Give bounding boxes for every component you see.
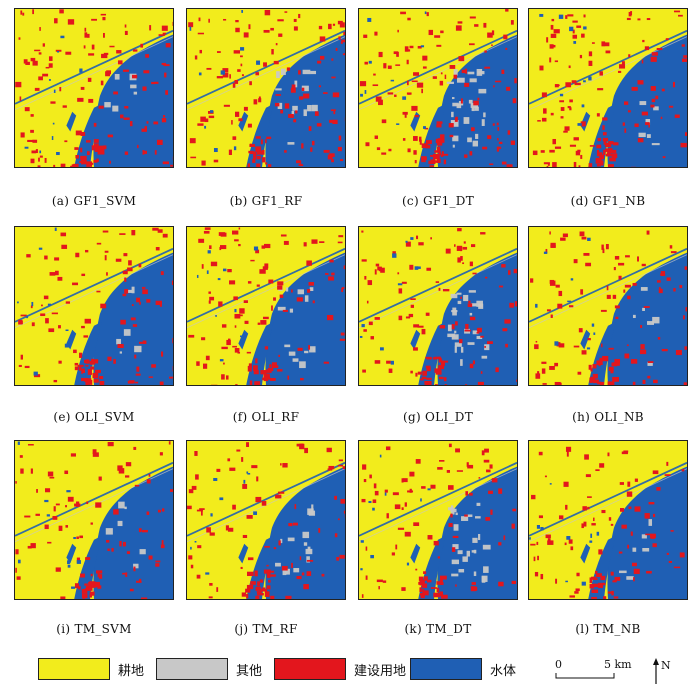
legend-item-other: 其他 — [156, 658, 262, 680]
map-panel — [14, 440, 174, 600]
panel-caption: (l) TM_NB — [575, 622, 641, 636]
panel-caption: (c) GF1_DT — [401, 194, 475, 208]
map-panel — [186, 440, 346, 600]
panel-caption: (d) GF1_NB — [570, 194, 646, 208]
panel-caption: (e) OLI_SVM — [53, 410, 135, 424]
classification-map — [358, 8, 518, 168]
classification-map — [14, 440, 174, 600]
scale-zero-label: 0 — [555, 658, 562, 671]
panel-caption: (a) GF1_SVM — [51, 194, 137, 208]
legend: 耕地 其他 建设用地 水体 0 5 km N — [0, 650, 700, 690]
map-panel — [528, 440, 688, 600]
scale-end-label: 5 km — [604, 658, 632, 671]
panel-caption: (g) OLI_DT — [402, 410, 474, 424]
classification-map — [14, 226, 174, 386]
classification-map — [358, 226, 518, 386]
legend-label: 水体 — [490, 663, 517, 679]
legend-label: 建设用地 — [354, 663, 407, 679]
classification-map — [186, 440, 346, 600]
legend-swatch — [156, 658, 228, 680]
panel-caption: (j) TM_RF — [234, 622, 298, 636]
map-panel — [358, 440, 518, 600]
legend-swatch — [274, 658, 346, 680]
map-panel — [186, 8, 346, 168]
panel-caption: (h) OLI_NB — [572, 410, 644, 424]
map-panel — [358, 8, 518, 168]
classification-map — [186, 8, 346, 168]
panel-caption: (b) GF1_RF — [229, 194, 303, 208]
classification-map — [186, 226, 346, 386]
classification-map — [528, 226, 688, 386]
legend-swatch — [410, 658, 482, 680]
panel-caption: (i) TM_SVM — [56, 622, 132, 636]
panel-caption: (k) TM_DT — [404, 622, 472, 636]
map-panel — [528, 226, 688, 386]
north-label: N — [661, 659, 671, 672]
legend-label: 耕地 — [118, 663, 145, 679]
scale-line — [555, 673, 615, 679]
map-panel — [528, 8, 688, 168]
classification-map-grid: (a) GF1_SVM (b) GF1_RF (c) GF1_DT (d) GF… — [14, 8, 688, 636]
map-panel — [186, 226, 346, 386]
legend-label: 其他 — [236, 663, 263, 679]
legend-item-built-up: 建设用地 — [274, 658, 406, 680]
panel-caption: (f) OLI_RF — [232, 410, 300, 424]
map-panel — [14, 8, 174, 168]
map-panel — [358, 226, 518, 386]
classification-map — [358, 440, 518, 600]
map-panel — [14, 226, 174, 386]
legend-swatch — [38, 658, 110, 680]
legend-item-water: 水体 — [410, 658, 516, 680]
scale-bar: 0 5 km — [555, 658, 632, 679]
north-arrow-icon: N — [653, 658, 671, 684]
classification-map — [14, 8, 174, 168]
classification-map — [528, 440, 688, 600]
legend-item-cropland: 耕地 — [38, 658, 144, 680]
classification-map — [528, 8, 688, 168]
